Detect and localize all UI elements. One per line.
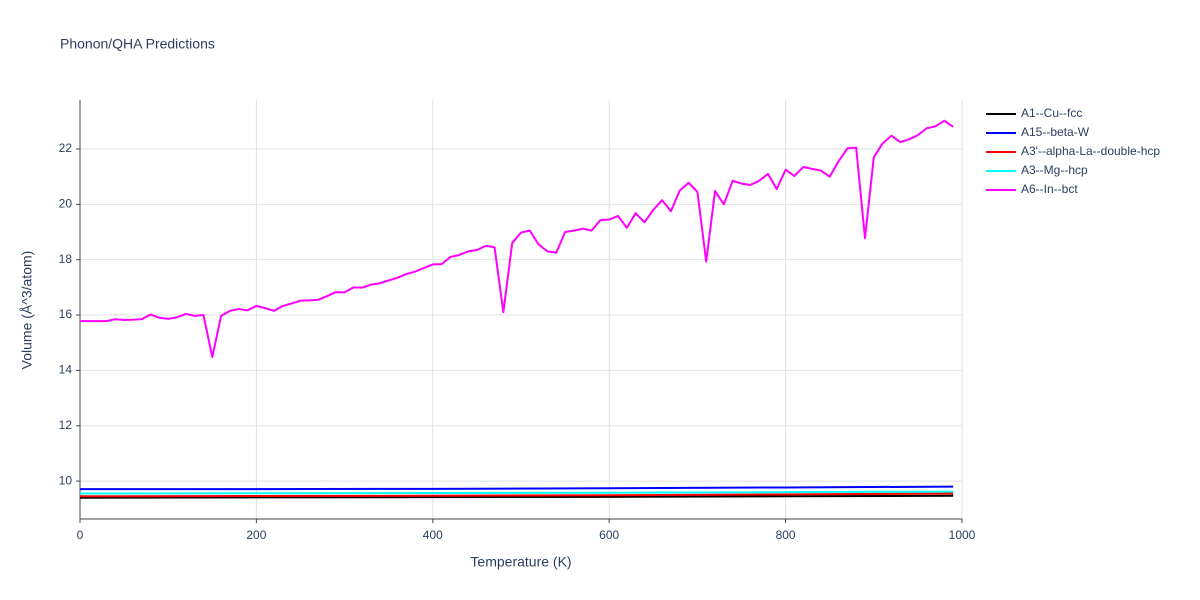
line-series <box>79 490 954 495</box>
x-tick-label: 0 <box>77 528 84 542</box>
x-tick-label: 600 <box>599 528 619 542</box>
y-tick-label: 18 <box>59 252 73 266</box>
legend-label: A3'--alpha-La--double-hcp <box>1021 144 1160 158</box>
y-tick-label: 12 <box>59 418 73 432</box>
legend-label: A15--beta-W <box>1021 125 1090 139</box>
y-tick-label: 14 <box>59 363 73 377</box>
x-tick-label: 200 <box>246 528 266 542</box>
x-tick-label: 400 <box>423 528 443 542</box>
line-series <box>79 492 954 498</box>
y-axis-title: Volume (Å^3/atom) <box>19 251 35 370</box>
chart-title: Phonon/QHA Predictions <box>60 36 215 52</box>
x-axis-title: Temperature (K) <box>470 554 571 570</box>
y-tick-label: 22 <box>59 141 73 155</box>
line-series <box>79 494 954 499</box>
legend-label: A3--Mg--hcp <box>1021 163 1088 177</box>
line-series <box>80 485 954 491</box>
x-tick-label: 1000 <box>949 528 976 542</box>
y-tick-label: 10 <box>59 473 73 487</box>
legend-label: A1--Cu--fcc <box>1021 106 1082 120</box>
y-tick-label: 20 <box>59 197 73 211</box>
y-tick-label: 16 <box>59 307 73 321</box>
x-tick-label: 800 <box>776 528 796 542</box>
line-series <box>80 119 954 359</box>
legend-label: A6--In--bct <box>1021 182 1078 196</box>
